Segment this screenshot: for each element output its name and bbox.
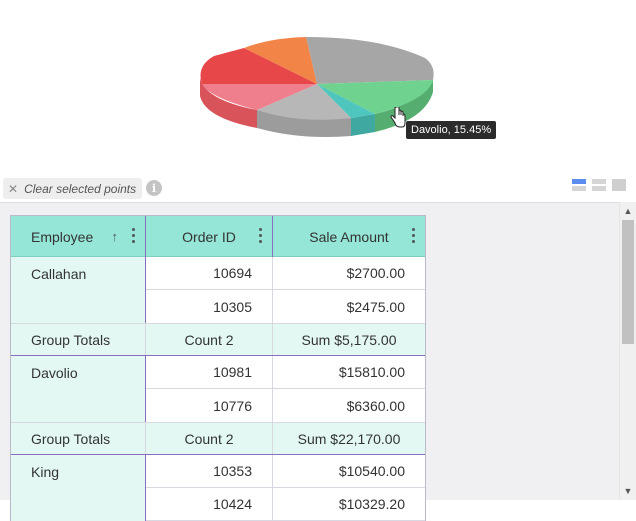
table-row[interactable]: 10981 $15810.00 <box>146 356 425 389</box>
column-menu-icon[interactable] <box>132 228 135 243</box>
pie-slice-davolio[interactable] <box>317 80 433 114</box>
order-id-cell[interactable]: 10353 <box>146 455 273 487</box>
scroll-down-arrow-icon[interactable]: ▼ <box>623 486 633 496</box>
pie-slice-red[interactable] <box>200 48 318 84</box>
column-header-label: Sale Amount <box>309 228 389 245</box>
sale-amount-cell[interactable]: $10540.00 <box>338 463 405 479</box>
grid-area: Employee ↑ Order ID Sale Amount Callahan… <box>0 202 636 521</box>
table-row[interactable]: 10776 $6360.00 <box>146 389 425 422</box>
chart-tooltip: Davolio, 15.45% <box>406 121 497 139</box>
group-count: Count 2 <box>146 423 273 454</box>
chart-view-icon[interactable] <box>612 178 626 192</box>
scroll-up-arrow-icon[interactable]: ▲ <box>623 206 633 216</box>
group-count: Count 2 <box>146 324 273 355</box>
pie-chart[interactable] <box>0 0 636 170</box>
order-id-cell[interactable]: 10424 <box>146 488 273 520</box>
info-icon[interactable]: i <box>146 180 162 196</box>
order-id-cell[interactable]: 10776 <box>146 389 273 422</box>
data-grid: Employee ↑ Order ID Sale Amount Callahan… <box>10 215 426 521</box>
group-callahan: Callahan 10694 $2700.00 10305 $2475.00 <box>11 257 425 323</box>
pie-slice-light-gray[interactable] <box>257 84 351 120</box>
pie-chart-area: Davolio, 15.45% <box>0 0 636 170</box>
group-employee-cell[interactable]: King <box>11 455 146 521</box>
sale-amount-cell[interactable]: $6360.00 <box>346 397 405 414</box>
table-row[interactable]: 10353 $10540.00 <box>146 455 425 488</box>
grid-view-icon[interactable] <box>592 178 606 192</box>
group-employee-cell[interactable]: Callahan <box>11 257 146 323</box>
pie-side-walls <box>200 74 433 137</box>
scroll-thumb[interactable] <box>622 220 634 344</box>
clear-selected-points-label: Clear selected points <box>24 181 137 196</box>
pie-slice-orange[interactable] <box>244 37 317 84</box>
grid-header: Employee ↑ Order ID Sale Amount <box>11 216 425 257</box>
group-sum: Sum $22,170.00 <box>297 430 401 447</box>
sale-amount-cell[interactable]: $10329.20 <box>338 496 405 512</box>
order-id-cell[interactable]: 10981 <box>146 356 273 388</box>
column-header-label: Employee <box>31 228 94 245</box>
group-totals-row: Group Totals Count 2 Sum $22,170.00 <box>11 422 425 455</box>
view-mode-switcher <box>572 178 626 192</box>
table-row[interactable]: 10424 $10329.20 <box>146 488 425 521</box>
table-row[interactable]: 10694 $2700.00 <box>146 257 425 290</box>
group-totals-label: Group Totals <box>11 423 146 454</box>
group-sum: Sum $5,175.00 <box>301 331 397 348</box>
group-davolio: Davolio 10981 $15810.00 10776 $6360.00 <box>11 356 425 422</box>
group-king: King 10353 $10540.00 10424 $10329.20 <box>11 455 425 521</box>
vertical-scrollbar[interactable]: ▲ ▼ <box>619 202 636 500</box>
column-header-order-id[interactable]: Order ID <box>146 216 273 257</box>
pie-slice-teal[interactable] <box>317 84 375 118</box>
pie-slice-pink[interactable] <box>202 84 317 110</box>
order-id-cell[interactable]: 10694 <box>146 257 273 289</box>
clear-selected-points-button[interactable]: ✕ Clear selected points <box>3 178 143 199</box>
pie-slices[interactable] <box>200 37 434 120</box>
sort-ascending-icon[interactable]: ↑ <box>111 229 119 244</box>
group-totals-row: Group Totals Count 2 Sum $5,175.00 <box>11 323 425 356</box>
chart-and-grid-view-icon[interactable] <box>572 178 586 192</box>
sale-amount-cell[interactable]: $2700.00 <box>346 265 405 281</box>
sale-amount-cell[interactable]: $15810.00 <box>338 364 405 380</box>
column-header-label: Order ID <box>182 228 236 245</box>
column-menu-icon[interactable] <box>259 228 262 243</box>
sale-amount-cell[interactable]: $2475.00 <box>346 298 405 315</box>
group-employee-cell[interactable]: Davolio <box>11 356 146 422</box>
pie-slice-gray[interactable] <box>306 37 434 84</box>
group-totals-label: Group Totals <box>11 324 146 355</box>
column-header-sale-amount[interactable]: Sale Amount <box>273 216 425 257</box>
order-id-cell[interactable]: 10305 <box>146 290 273 323</box>
column-menu-icon[interactable] <box>412 228 415 243</box>
column-header-employee[interactable]: Employee ↑ <box>11 216 146 257</box>
close-icon: ✕ <box>8 181 19 196</box>
table-row[interactable]: 10305 $2475.00 <box>146 290 425 323</box>
chart-toolbar: ✕ Clear selected points i <box>0 175 636 202</box>
